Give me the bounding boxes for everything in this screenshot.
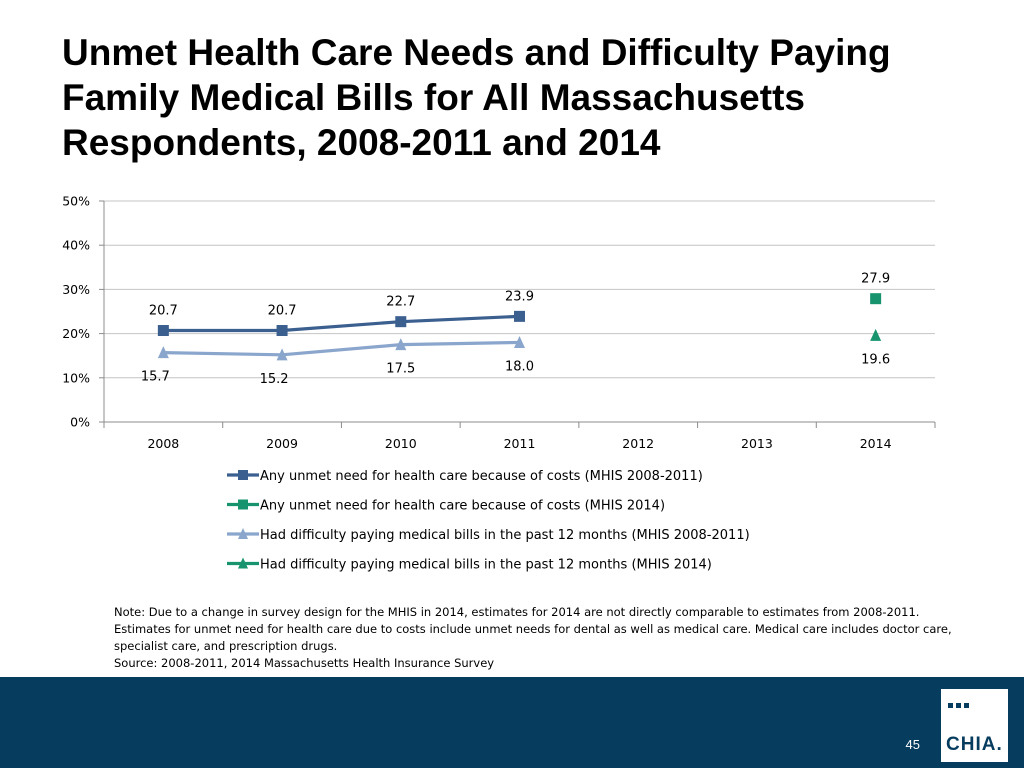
data-point-square [238,470,248,480]
legend-label: Any unmet need for health care because o… [260,499,665,514]
chia-logo: CHIA. [941,689,1008,762]
data-label: 17.5 [386,362,415,377]
data-label: 15.7 [141,370,170,385]
series [157,293,882,361]
y-tick-label: 20% [62,326,90,341]
x-tick-label: 2011 [504,436,536,451]
series-4 [870,328,882,341]
series-line [163,314,520,333]
slide-title: Unmet Health Care Needs and Difficulty P… [62,30,962,165]
data-point-triangle [238,557,248,569]
note-line-2: Estimates for unmet need for health care… [114,622,952,636]
source-line: Source: 2008-2011, 2014 Massachusetts He… [114,656,495,670]
data-point-square [395,316,407,328]
x-tick-label: 2008 [147,436,179,451]
legend-entry-4: Had difficulty paying medical bills in t… [227,557,712,573]
data-label: 19.6 [861,352,890,367]
legend-label: Had difficulty paying medical bills in t… [260,558,712,573]
data-point-triangle [514,335,525,348]
data-label: 23.9 [505,289,534,304]
x-tick-label: 2014 [860,436,892,451]
x-tick-label: 2009 [266,436,298,451]
legend-entry-3: Had difficulty paying medical bills in t… [227,528,750,543]
data-label: 27.9 [861,272,890,287]
title-line-1: Unmet Health Care Needs and Difficulty P… [62,32,891,73]
data-label: 20.7 [149,304,178,319]
legend-label: Had difficulty paying medical bills in t… [260,528,750,543]
title-line-3: Respondents, 2008-2011 and 2014 [62,122,661,163]
footer-bar: 45 CHIA. [0,677,1024,768]
series-1 [157,310,525,337]
legend-entry-1: Any unmet need for health care because o… [227,469,703,484]
axes: 0% 10% 20% 30% 40% 50% 2008 2009 2010 2011 2012 201… [62,194,936,451]
series-line [163,340,520,357]
series-2 [870,293,882,305]
data-point-triangle [238,528,248,539]
data-label: 20.7 [268,304,297,319]
note-line-1: Note: Due to a change in survey design f… [114,605,920,619]
y-tick-label: 40% [62,238,90,253]
y-tick-label: 0% [70,415,90,430]
data-point-triangle [870,328,882,341]
chart-notes: Note: Due to a change in survey design f… [114,604,974,672]
x-tick-label: 2013 [741,436,773,451]
logo-text: CHIA. [946,734,1003,755]
legend-entry-2: Any unmet need for health care because o… [227,499,665,514]
data-point-triangle [157,346,169,359]
legend: Any unmet need for health care because o… [227,469,750,573]
note-line-3: specialist care, and prescription drugs. [114,639,338,653]
data-label: 22.7 [386,295,415,310]
line-chart: 0% 10% 20% 30% 40% 50% 2008 2009 2010 2011 2012 201… [62,194,936,573]
logo-dots-icon [948,695,972,708]
data-point-square [870,293,882,305]
title-line-2: Family Medical Bills for All Massachuset… [62,77,805,118]
x-tick-label: 2012 [622,436,654,451]
data-point-square [238,499,248,510]
data-labels: 20.7 20.7 22.7 23.9 27.9 15.7 15.2 17.5 18.0 19.6 [141,272,890,387]
x-tick-label: 2010 [385,436,417,451]
data-point-square [514,310,525,322]
y-tick-label: 10% [62,370,90,385]
data-point-triangle [276,348,288,361]
page-number: 45 [905,737,920,752]
y-tick-label: 30% [62,282,90,297]
data-label: 15.2 [260,372,289,387]
data-point-square [276,325,288,337]
data-point-square [157,325,169,337]
data-label: 18.0 [505,359,534,374]
gridlines [104,200,935,379]
legend-label: Any unmet need for health care because o… [260,469,703,484]
y-tick-label: 50% [62,194,90,209]
series-3 [157,335,525,361]
data-point-triangle [395,338,407,351]
